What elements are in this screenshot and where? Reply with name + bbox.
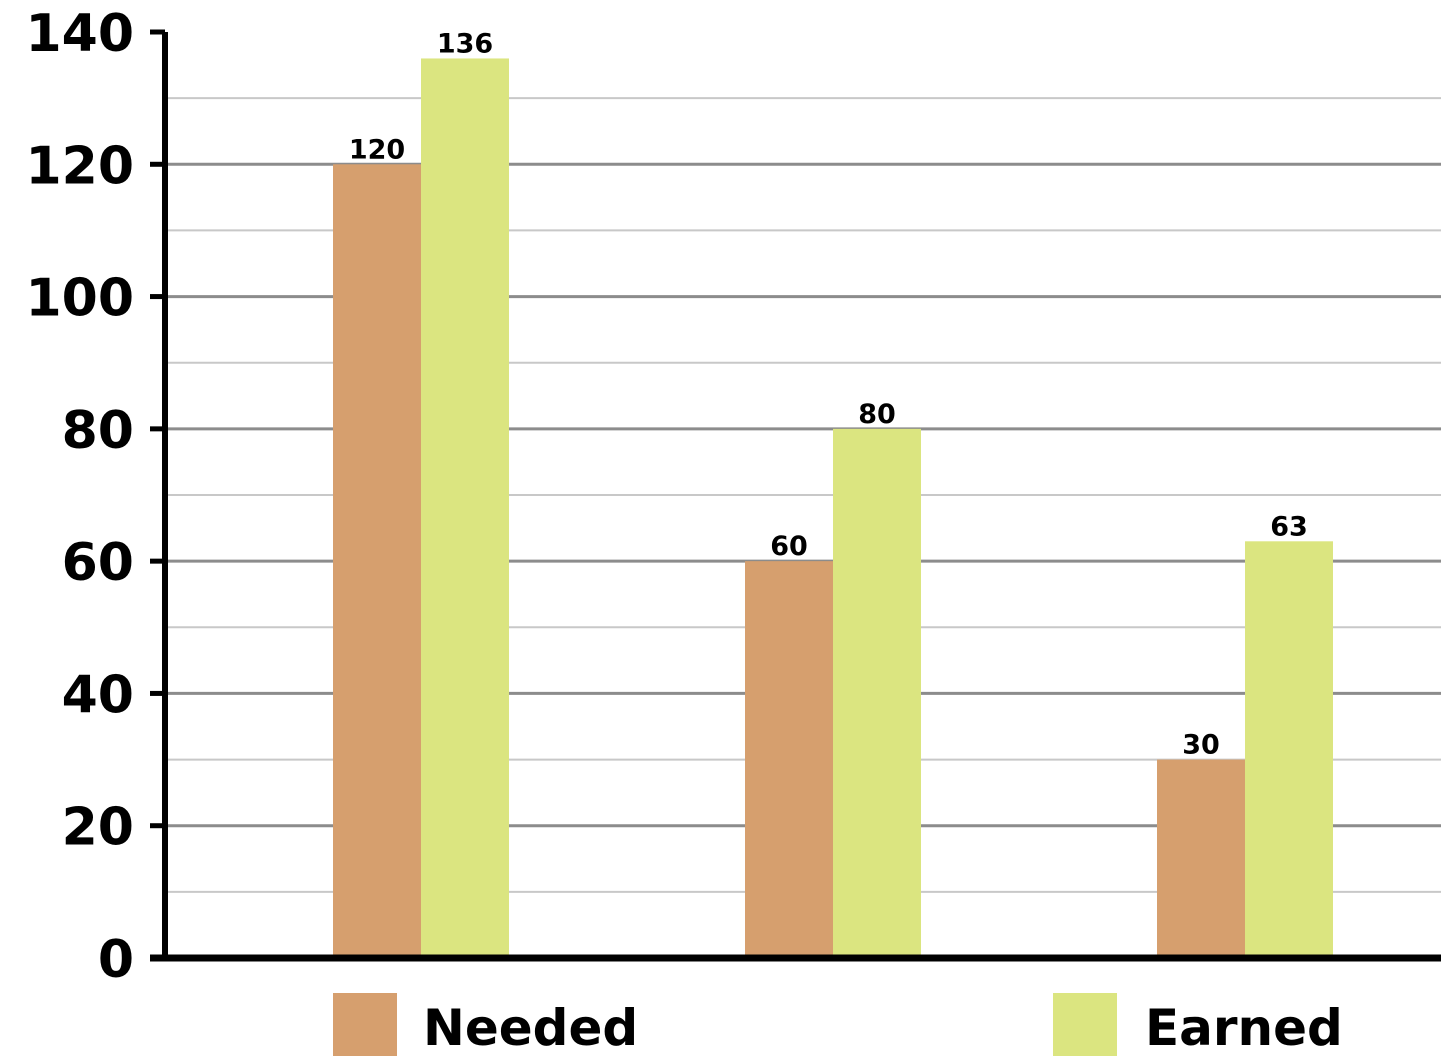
y-tick-label: 120 [25,136,134,196]
y-tick-label: 100 [25,269,134,329]
legend-label-earned: Earned [1145,999,1343,1056]
y-tick-label: 80 [62,401,134,461]
data-label-needed-3: 30 [1182,730,1220,761]
bar-needed-3 [1157,759,1245,958]
y-tick-label: 20 [62,798,134,858]
data-label-earned-3: 63 [1270,511,1308,542]
bar-needed-2 [745,561,833,958]
bar-earned-1 [421,58,509,958]
bar-earned-2 [833,428,921,958]
bar-earned-3 [1245,541,1333,958]
data-label-needed-2: 60 [770,531,808,562]
legend: Needed Earned [333,993,1343,1056]
legend-swatch-earned [1053,993,1117,1056]
y-tick-label: 140 [25,4,134,64]
axis-layer [150,29,1441,962]
data-label-earned-2: 80 [858,399,896,430]
y-tick-label: 0 [98,930,134,990]
legend-label-needed: Needed [423,999,638,1056]
bars-layer [333,58,1333,959]
legend-swatch-needed [333,993,397,1056]
labels-layer: 120 60 30 136 80 63 0 20 40 60 80 100 120 140 [25,4,1307,990]
bar-needed-1 [333,164,421,959]
y-tick-label: 60 [62,533,134,593]
data-label-needed-1: 120 [349,134,405,165]
data-label-earned-1: 136 [437,28,493,59]
y-tick-label: 40 [62,665,134,725]
